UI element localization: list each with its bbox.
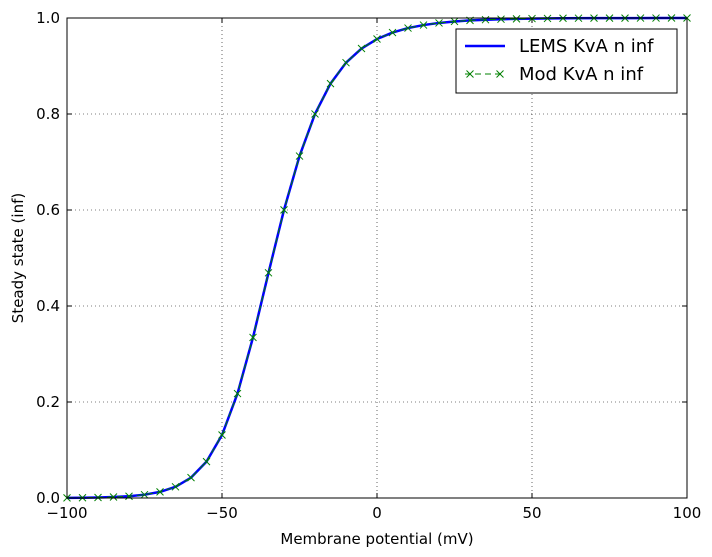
mod-point-marker [140,490,149,499]
mod-point-marker [109,493,118,501]
x-tick-label: 100 [673,504,702,522]
x-tick-label: 0 [372,504,382,522]
x-tick-label: 50 [522,504,541,522]
mod-point-marker [388,28,397,37]
mod-point-marker [357,44,366,53]
mod-point-marker [481,15,490,24]
legend-label-mod: Mod KvA n inf [519,64,644,85]
y-tick-label: 0.0 [36,489,60,507]
mod-point-marker [435,19,443,27]
mod-point-marker [450,17,459,26]
legend-label-lems: LEMS KvA n inf [519,36,654,57]
legend-box [455,28,678,94]
mod-point-marker [94,493,102,502]
mod-point-marker [326,79,335,88]
mod-point-marker [249,333,257,342]
mod-point-marker [373,35,381,43]
legend: LEMS KvA n inf Mod KvA n inf [455,28,678,94]
mod-point-marker [512,15,521,23]
mod-point-marker [233,389,242,398]
x-axis-label: Membrane potential (mV) [280,530,473,548]
legend-marker-mod [465,70,505,78]
mod-point-marker [171,482,180,491]
mod-point-marker [218,431,226,439]
mod-point-marker [419,21,428,29]
x-tick-label: −50 [206,504,238,522]
ticks: −100 −50 0 50 100 0.0 0.2 0.4 0.6 0.8 1.0 [36,9,701,522]
mod-point-marker [404,24,412,32]
y-tick-label: 0.4 [36,297,60,315]
y-tick-label: 0.6 [36,201,60,219]
mod-point-marker [497,15,505,24]
mod-point-marker [295,152,304,160]
mod-point-marker [264,268,273,277]
mod-point-marker [280,206,288,214]
mod-point-marker [202,457,211,466]
mod-point-marker [156,488,164,496]
grid [67,18,687,498]
y-tick-label: 0.8 [36,105,60,123]
y-tick-label: 1.0 [36,9,60,27]
mod-point-marker [342,58,350,67]
mod-point-marker [125,492,133,501]
mod-point-marker [187,473,195,482]
mod-point-marker [311,110,319,118]
x-tick-label: −100 [46,504,87,522]
y-axis-label: Steady state (inf) [9,193,27,323]
y-tick-label: 0.2 [36,393,60,411]
